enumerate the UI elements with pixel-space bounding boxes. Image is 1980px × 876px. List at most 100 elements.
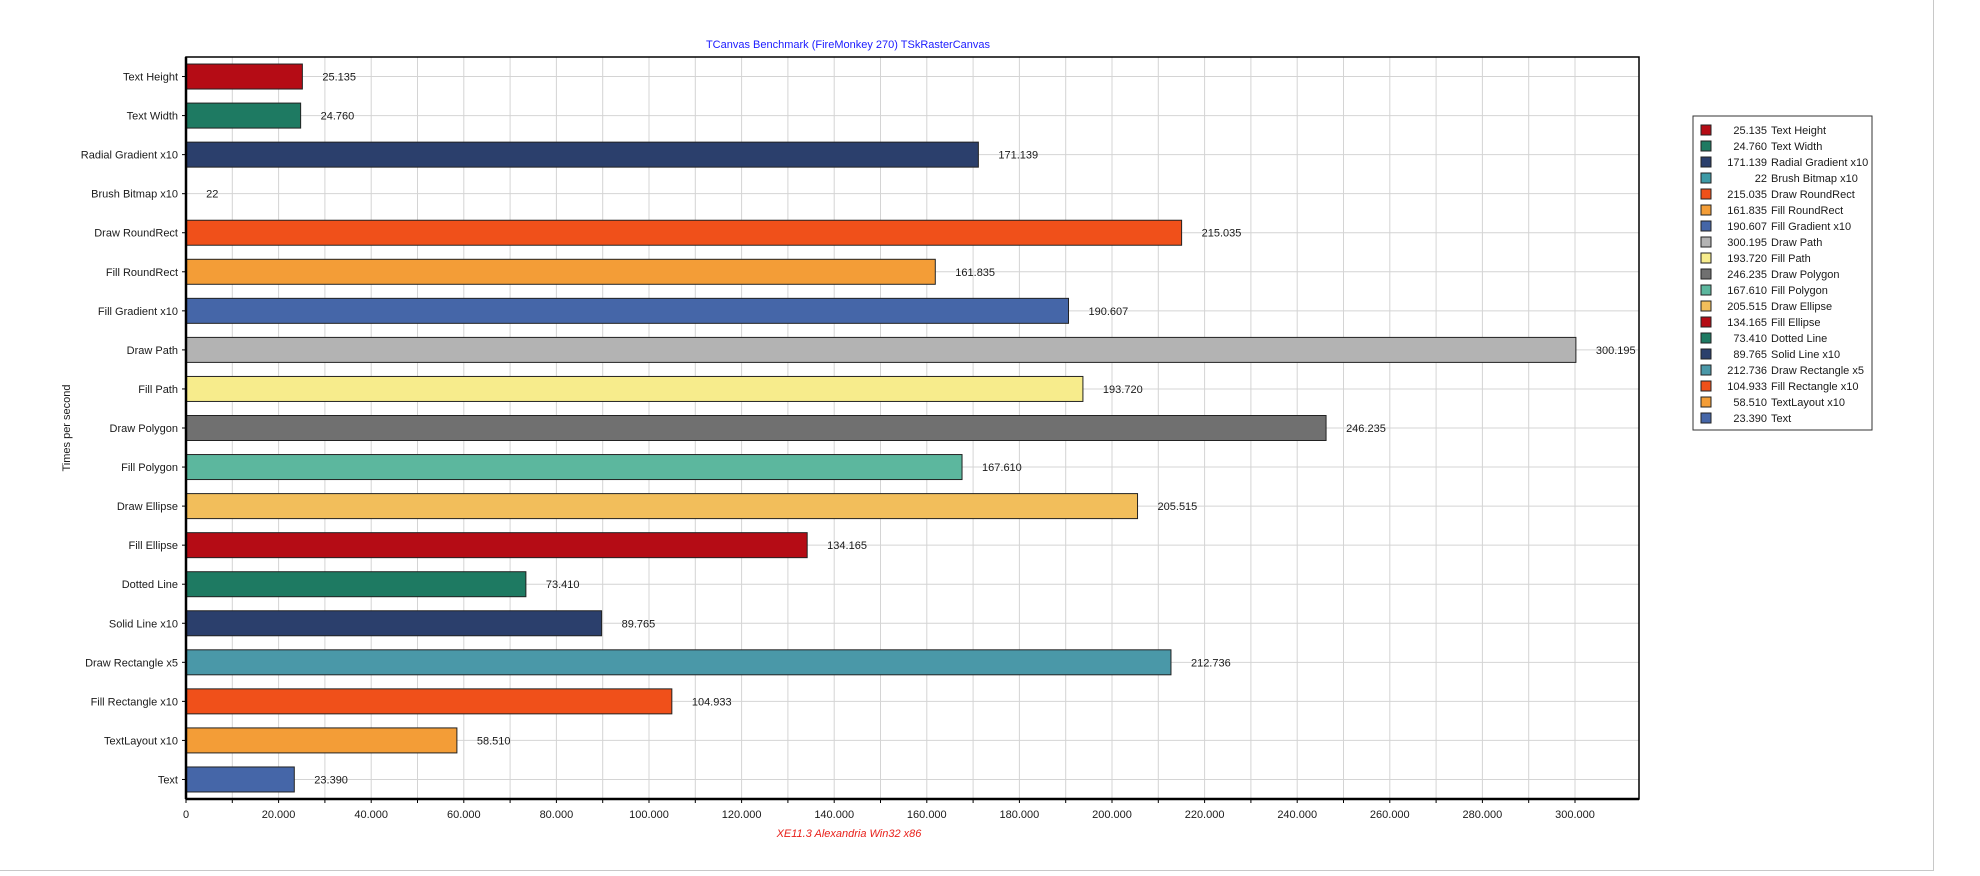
x-tick-label: 20.000 [262, 809, 296, 821]
category-label: Fill Gradient x10 [98, 306, 178, 318]
legend-swatch [1700, 348, 1712, 360]
legend-value: 193.720 [1727, 253, 1767, 265]
x-tick-label: 200.000 [1092, 809, 1132, 821]
category-label: Brush Bitmap x10 [91, 189, 178, 201]
legend-swatch [1700, 284, 1712, 296]
bar-value-label: 190.607 [1089, 306, 1129, 318]
right-frame-line [1933, 0, 1934, 871]
x-tick-label: 160.000 [907, 809, 947, 821]
bar-value-label: 171.139 [998, 150, 1038, 162]
bar [185, 297, 1070, 324]
category-label: Text [158, 774, 178, 786]
bar-value-label: 134.165 [827, 540, 867, 552]
legend-value: 215.035 [1727, 189, 1767, 201]
legend-swatch [1700, 300, 1712, 312]
category-label: Draw Rectangle x5 [85, 657, 178, 669]
legend-label: Fill Path [1771, 253, 1811, 265]
category-label: Draw Ellipse [117, 501, 178, 513]
x-axis-label: XE11.3 Alexandria Win32 x86 [776, 828, 923, 840]
category-label: Draw RoundRect [94, 228, 178, 240]
bar [185, 63, 303, 90]
bar [185, 102, 302, 129]
legend-label: Fill Gradient x10 [1771, 221, 1851, 233]
bar-value-label: 58.510 [477, 735, 511, 747]
x-tick-label: 280.000 [1463, 809, 1503, 821]
bar [185, 766, 295, 793]
category-label: Radial Gradient x10 [81, 150, 178, 162]
legend-label: Text Height [1771, 125, 1826, 137]
x-tick-label: 240.000 [1277, 809, 1317, 821]
legend-swatch [1700, 332, 1712, 344]
category-label: Fill Ellipse [128, 540, 178, 552]
legend-label: Draw RoundRect [1771, 189, 1855, 201]
bar-value-label: 89.765 [622, 618, 656, 630]
legend-label: Draw Ellipse [1771, 301, 1832, 313]
y-axis-label: Times per second [61, 384, 73, 471]
legend-label: Draw Rectangle x5 [1771, 365, 1864, 377]
legend-value: 300.195 [1727, 237, 1767, 249]
bar-value-label: 215.035 [1202, 228, 1242, 240]
legend-swatch [1700, 124, 1712, 136]
legend-label: Draw Path [1771, 237, 1822, 249]
bar-value-label: 23.390 [314, 774, 348, 786]
x-tick-label: 40.000 [354, 809, 388, 821]
category-label: Dotted Line [122, 579, 178, 591]
bar-value-label: 104.933 [692, 696, 732, 708]
x-tick-label: 140.000 [814, 809, 854, 821]
legend-value: 161.835 [1727, 205, 1767, 217]
legend-value: 212.736 [1727, 365, 1767, 377]
legend-box [1692, 115, 1873, 431]
bar-value-label: 25.135 [322, 72, 356, 84]
legend-swatch [1700, 396, 1712, 408]
x-tick-label: 0 [183, 809, 189, 821]
legend-label: Fill Rectangle x10 [1771, 381, 1858, 393]
legend-swatch [1700, 268, 1712, 280]
legend-swatch [1700, 380, 1712, 392]
legend-value: 22 [1755, 173, 1767, 185]
bar-value-label: 167.610 [982, 462, 1022, 474]
bar-value-label: 73.410 [546, 579, 580, 591]
legend-value: 73.410 [1733, 333, 1767, 345]
bar [185, 375, 1084, 402]
bar [185, 219, 1183, 246]
legend-label: Dotted Line [1771, 333, 1827, 345]
legend-label: Fill Ellipse [1771, 317, 1821, 329]
bar [185, 649, 1172, 676]
x-tick-label: 220.000 [1185, 809, 1225, 821]
bar-value-label: 205.515 [1158, 501, 1198, 513]
legend-value: 167.610 [1727, 285, 1767, 297]
x-tick-label: 300.000 [1555, 809, 1595, 821]
legend-swatch [1700, 236, 1712, 248]
legend-swatch [1700, 140, 1712, 152]
bar [185, 454, 963, 481]
legend-label: Text Width [1771, 141, 1822, 153]
legend-swatch [1700, 412, 1712, 424]
legend-label: TextLayout x10 [1771, 397, 1845, 409]
bar [185, 258, 936, 285]
legend-label: Solid Line x10 [1771, 349, 1840, 361]
legend-swatch [1700, 364, 1712, 376]
category-label: Text Height [123, 72, 178, 84]
legend-value: 25.135 [1733, 125, 1767, 137]
legend-value: 205.515 [1727, 301, 1767, 313]
legend-swatch [1700, 172, 1712, 184]
category-label: Fill RoundRect [106, 267, 178, 279]
bar [185, 336, 1577, 363]
legend-value: 246.235 [1727, 269, 1767, 281]
bar [185, 532, 808, 559]
category-label: Draw Polygon [110, 423, 178, 435]
category-label: Draw Path [127, 345, 178, 357]
category-label: Text Width [127, 111, 178, 123]
legend-label: Text [1771, 413, 1791, 425]
x-tick-label: 120.000 [722, 809, 762, 821]
category-label: Solid Line x10 [109, 618, 178, 630]
legend-value: 89.765 [1733, 349, 1767, 361]
legend-value: 190.607 [1727, 221, 1767, 233]
bar [185, 571, 527, 598]
x-tick-label: 80.000 [540, 809, 574, 821]
chart-title: TCanvas Benchmark (FireMonkey 270) TSkRa… [706, 39, 991, 51]
x-tick-label: 260.000 [1370, 809, 1410, 821]
legend-swatch [1700, 316, 1712, 328]
legend-swatch [1700, 220, 1712, 232]
